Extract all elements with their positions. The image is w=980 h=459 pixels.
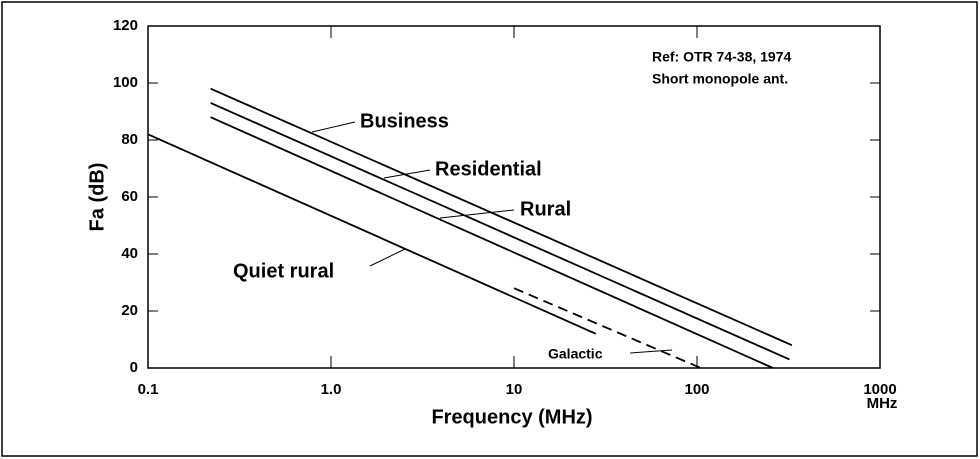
y-tick-label: 0 bbox=[130, 359, 138, 376]
y-tick-label: 60 bbox=[121, 188, 138, 205]
series-label: Business bbox=[360, 110, 449, 132]
leader-line bbox=[439, 209, 515, 219]
y-tick-label: 40 bbox=[121, 245, 138, 262]
leader-line bbox=[369, 248, 406, 267]
leader-line bbox=[629, 349, 673, 354]
leaders bbox=[311, 121, 673, 354]
x-tick-label: 10 bbox=[506, 381, 523, 398]
leader-line bbox=[383, 169, 431, 179]
x-tick-label: 100 bbox=[684, 381, 709, 398]
x-axis-label: Frequency (MHz) bbox=[431, 406, 592, 428]
leader-line bbox=[311, 121, 356, 133]
series-label: Galactic bbox=[548, 346, 603, 362]
y-axis-label: Fa (dB) bbox=[86, 163, 108, 232]
x-unit: MHz bbox=[867, 395, 898, 412]
y-tick-label: 80 bbox=[121, 131, 138, 148]
annotation: Ref: OTR 74-38, 1974 bbox=[652, 49, 791, 65]
annotation: Short monopole ant. bbox=[652, 71, 788, 87]
series-label: Residential bbox=[435, 158, 542, 180]
y-tick-label: 20 bbox=[121, 302, 138, 319]
series-line bbox=[147, 133, 597, 335]
y-tick-label: 120 bbox=[113, 17, 138, 34]
series-label: Quiet rural bbox=[233, 260, 334, 282]
series-line bbox=[210, 87, 793, 347]
x-tick-label: 1.0 bbox=[321, 381, 342, 398]
series-line bbox=[210, 116, 774, 369]
y-tick-label: 100 bbox=[113, 74, 138, 91]
series-label: Rural bbox=[520, 198, 571, 220]
series-line bbox=[513, 287, 702, 369]
x-tick-label: 0.1 bbox=[138, 381, 159, 398]
x-tick-label: 1000 bbox=[863, 381, 896, 398]
series-line bbox=[210, 102, 790, 361]
